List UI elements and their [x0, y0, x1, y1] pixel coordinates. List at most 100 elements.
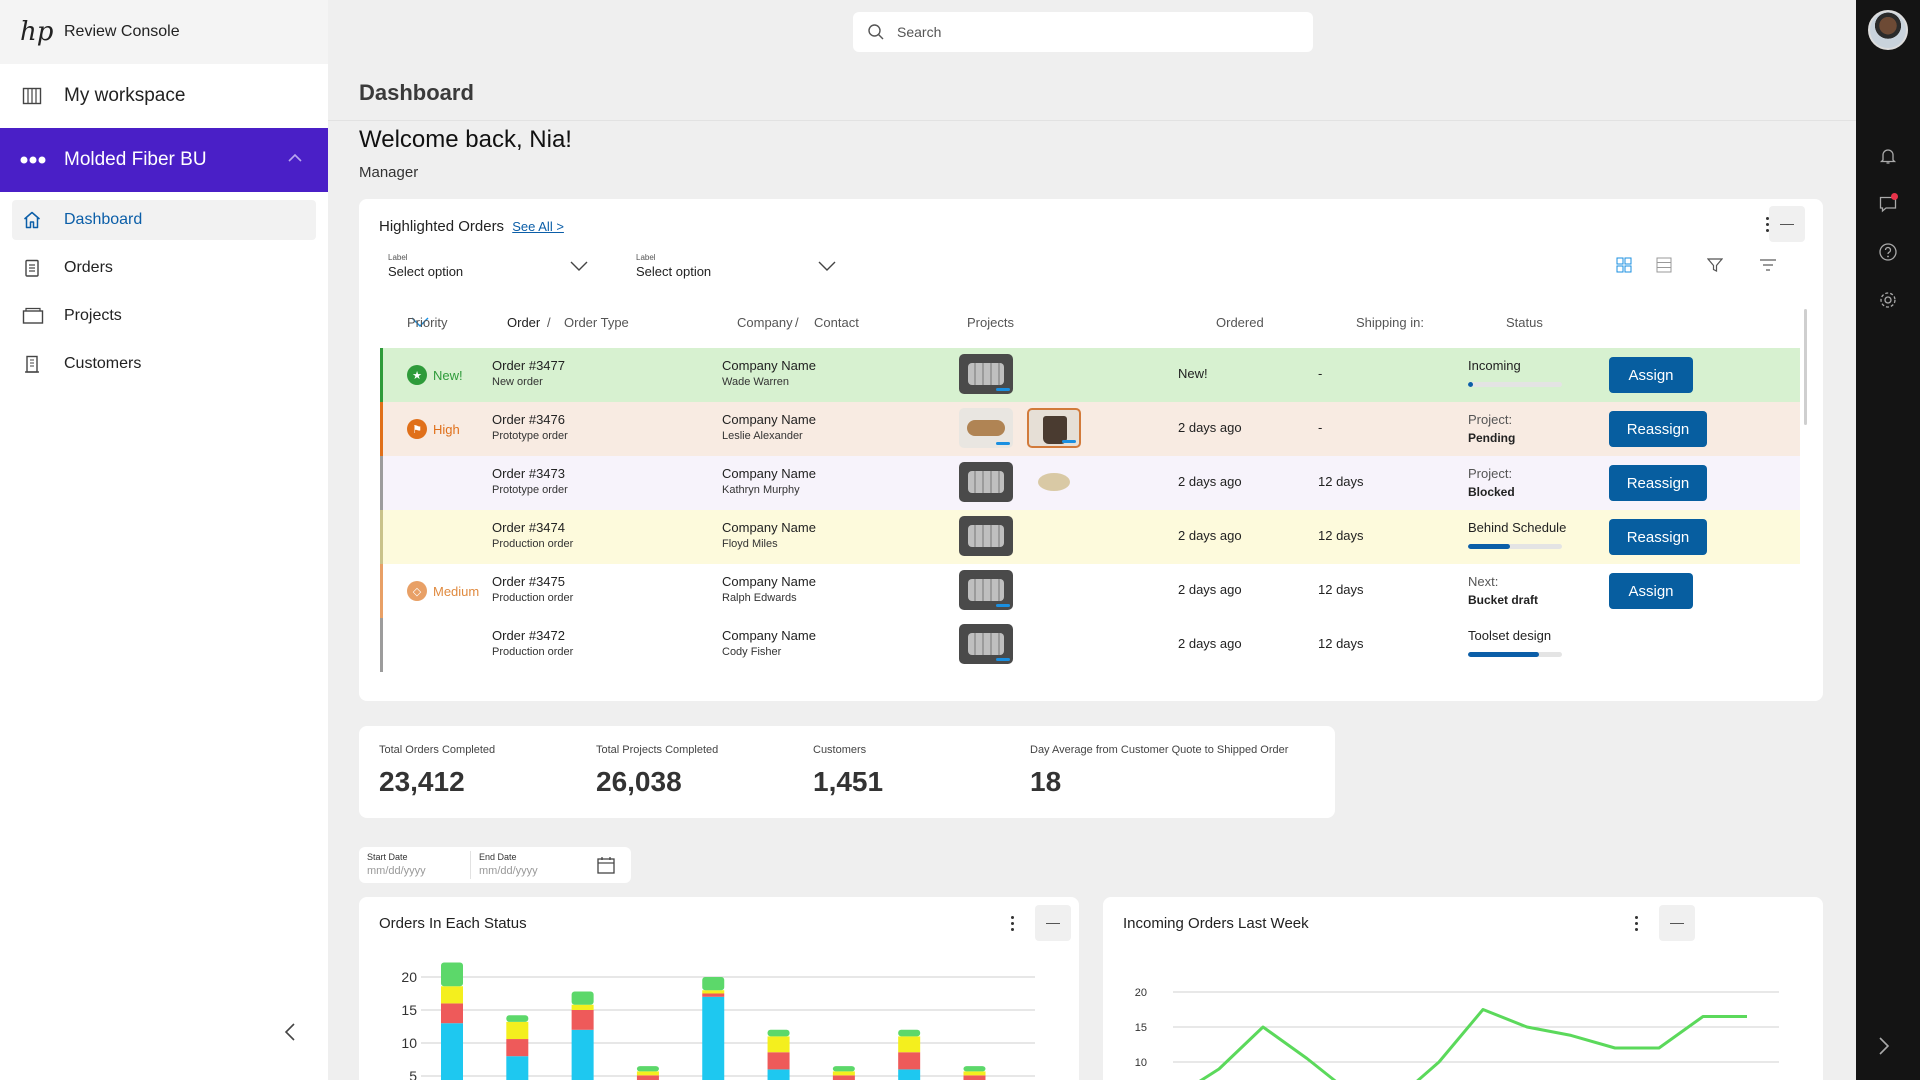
grid-view-icon[interactable] — [1616, 257, 1632, 278]
minimize-button[interactable] — [1769, 206, 1805, 242]
bar-segment[interactable] — [506, 1039, 529, 1057]
table-row[interactable]: ◇ Medium Order #3475 Production order Compan… — [380, 564, 1800, 618]
bar-segment[interactable] — [636, 1066, 659, 1072]
project-thumbnail[interactable] — [959, 570, 1013, 610]
filter-icon[interactable] — [1706, 257, 1724, 278]
sort-icon[interactable] — [1759, 257, 1777, 278]
table-row[interactable]: ★ New! Order #3477 New order Company Name Wad… — [380, 348, 1800, 402]
filter-select-1[interactable]: Label Select option — [388, 253, 588, 283]
table-row[interactable]: Order #3474 Production order Company Name F… — [380, 510, 1800, 564]
table-row[interactable]: Order #3473 Prototype order Company Name Ka… — [380, 456, 1800, 510]
bar-segment[interactable] — [506, 1015, 529, 1022]
gear-icon[interactable] — [1878, 290, 1898, 315]
chevron-right-icon[interactable] — [1878, 1036, 1890, 1061]
bar-segment[interactable] — [571, 1029, 594, 1080]
column-header-status[interactable]: Status — [1506, 315, 1543, 330]
sidebar-item-orders[interactable]: Orders — [12, 248, 316, 288]
end-date-field[interactable]: End Date mm/dd/yyyy — [479, 852, 538, 877]
bar-segment[interactable] — [441, 962, 463, 987]
reassign-button[interactable]: Reassign — [1609, 465, 1707, 501]
see-all-link[interactable]: See All > — [512, 219, 564, 234]
project-thumbnail[interactable] — [959, 516, 1013, 556]
status-cell: Project: Blocked — [1468, 466, 1515, 499]
column-header-priority[interactable]: Priority — [407, 315, 447, 330]
kebab-menu-icon[interactable] — [1757, 214, 1777, 234]
project-thumbnail[interactable] — [1027, 408, 1081, 448]
bar-segment[interactable] — [767, 1052, 790, 1070]
order-cell[interactable]: Order #3477 New order — [492, 358, 565, 388]
assign-button[interactable]: Assign — [1609, 573, 1693, 609]
bar-segment[interactable] — [767, 1069, 790, 1080]
bar-segment[interactable] — [702, 993, 725, 997]
bar-segment[interactable] — [963, 1071, 986, 1076]
bar-segment[interactable] — [571, 1010, 594, 1030]
bar-segment[interactable] — [898, 1036, 921, 1053]
column-header-projects[interactable]: Projects — [967, 315, 1014, 330]
reassign-button[interactable]: Reassign — [1609, 411, 1707, 447]
order-cell[interactable]: Order #3472 Production order — [492, 628, 573, 658]
bar-segment[interactable] — [702, 977, 725, 991]
order-cell[interactable]: Order #3476 Prototype order — [492, 412, 568, 442]
table-scrollbar[interactable] — [1804, 309, 1807, 425]
bar-segment[interactable] — [506, 1056, 529, 1080]
bar-segment[interactable] — [898, 1052, 921, 1070]
bar-segment[interactable] — [832, 1066, 855, 1072]
workspace-item[interactable]: My workspace — [0, 64, 328, 128]
sidebar-item-customers[interactable]: Customers — [12, 344, 316, 384]
assign-button[interactable]: Assign — [1609, 357, 1693, 393]
column-header-ordered[interactable]: Ordered — [1216, 315, 1264, 330]
column-header-order[interactable]: Order — [507, 315, 541, 330]
bar-segment[interactable] — [441, 1023, 463, 1080]
bar-segment[interactable] — [506, 1021, 529, 1040]
bar-segment[interactable] — [702, 996, 725, 1080]
project-thumbnail[interactable] — [959, 462, 1013, 502]
date-divider — [470, 851, 471, 879]
collapse-sidebar-button[interactable] — [284, 1022, 296, 1047]
bar-segment[interactable] — [571, 1004, 594, 1010]
bar-segment[interactable] — [702, 990, 725, 994]
minimize-button[interactable] — [1035, 905, 1071, 941]
minimize-button[interactable] — [1659, 905, 1695, 941]
table-row[interactable]: ⚑ High Order #3476 Prototype order Company N… — [380, 402, 1800, 456]
table-row[interactable]: Order #3472 Production order Company Name C… — [380, 618, 1800, 672]
project-thumbnail[interactable] — [959, 354, 1013, 394]
bar-segment[interactable] — [767, 1029, 790, 1037]
bar-segment[interactable] — [441, 986, 463, 1004]
project-thumbnail[interactable] — [959, 408, 1013, 448]
bell-icon[interactable] — [1878, 146, 1898, 171]
project-thumbnail[interactable] — [1027, 462, 1081, 502]
bar-segment[interactable] — [832, 1075, 855, 1080]
bar-segment[interactable] — [636, 1071, 659, 1076]
help-icon[interactable] — [1878, 242, 1898, 267]
bar-segment[interactable] — [963, 1066, 986, 1072]
order-cell[interactable]: Order #3473 Prototype order — [492, 466, 568, 496]
bar-segment[interactable] — [571, 991, 594, 1005]
avatar[interactable] — [1868, 10, 1908, 50]
bar-segment[interactable] — [832, 1071, 855, 1076]
business-unit-selector[interactable]: Molded Fiber BU — [0, 128, 328, 192]
list-view-icon[interactable] — [1656, 257, 1672, 278]
bar-segment[interactable] — [767, 1036, 790, 1053]
order-cell[interactable]: Order #3474 Production order — [492, 520, 573, 550]
bar-segment[interactable] — [441, 1003, 463, 1024]
sidebar-item-projects[interactable]: Projects — [12, 296, 316, 336]
reassign-button[interactable]: Reassign — [1609, 519, 1707, 555]
bar-segment[interactable] — [636, 1075, 659, 1080]
column-header-company[interactable]: Company — [737, 315, 793, 330]
bar-segment[interactable] — [898, 1029, 921, 1037]
column-header-contact[interactable]: Contact — [814, 315, 859, 330]
column-header-order-type[interactable]: Order Type — [564, 315, 629, 330]
bar-segment[interactable] — [963, 1075, 986, 1080]
start-date-field[interactable]: Start Date mm/dd/yyyy — [367, 852, 426, 877]
column-header-shipping[interactable]: Shipping in: — [1356, 315, 1424, 330]
kebab-menu-icon[interactable] — [1626, 913, 1646, 933]
project-thumbnail[interactable] — [959, 624, 1013, 664]
order-cell[interactable]: Order #3475 Production order — [492, 574, 573, 604]
kebab-menu-icon[interactable] — [1002, 913, 1022, 933]
search-input[interactable]: Search — [853, 12, 1313, 52]
bar-segment[interactable] — [898, 1069, 921, 1080]
calendar-icon[interactable] — [596, 855, 616, 880]
series-line[interactable] — [1175, 1008, 1747, 1080]
sidebar-item-dashboard[interactable]: Dashboard — [12, 200, 316, 240]
filter-select-2[interactable]: Label Select option — [636, 253, 836, 283]
